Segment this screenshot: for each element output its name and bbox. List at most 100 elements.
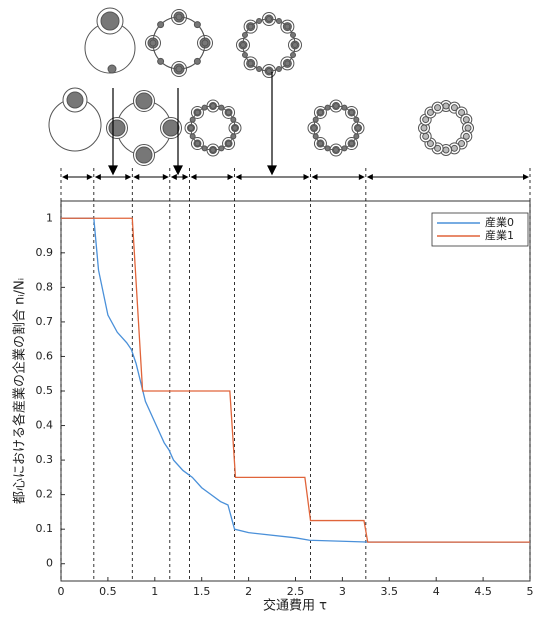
site	[458, 108, 466, 116]
site	[324, 104, 331, 111]
site	[66, 91, 84, 109]
y-tick-label: 0.3	[36, 453, 54, 466]
site	[420, 124, 428, 132]
site	[341, 104, 348, 111]
site	[210, 147, 216, 153]
y-tick-label: 0.5	[36, 384, 54, 397]
y-tick-label: 0.4	[36, 419, 54, 432]
site	[193, 21, 201, 29]
site	[426, 140, 434, 148]
legend-label: 産業1	[485, 229, 514, 242]
site	[241, 32, 248, 39]
pointer-arrows	[108, 72, 277, 176]
site	[434, 104, 442, 112]
site	[450, 144, 458, 152]
arrow-head	[235, 174, 242, 180]
site	[275, 17, 282, 24]
x-tick-label: 1.5	[193, 585, 211, 598]
cluster-diagrams	[48, 7, 474, 166]
arrow-head	[86, 174, 93, 180]
legend-box	[431, 212, 529, 247]
site	[462, 116, 470, 124]
site	[266, 68, 272, 74]
site	[100, 11, 120, 31]
site	[201, 39, 209, 47]
site	[422, 132, 430, 140]
y-tick-label: 0.1	[36, 522, 54, 535]
site	[290, 32, 297, 39]
site	[232, 125, 238, 131]
site	[442, 146, 450, 154]
site	[434, 144, 442, 152]
arrow-head	[366, 174, 373, 180]
site	[284, 60, 291, 67]
arrow-head	[62, 174, 68, 180]
site	[225, 109, 232, 116]
arrow-head	[227, 174, 234, 180]
site	[292, 42, 298, 48]
plot-frame	[60, 200, 531, 582]
x-axis-label: 交通費用 τ	[263, 598, 327, 614]
site	[317, 140, 324, 147]
series-line	[61, 217, 530, 543]
site	[135, 92, 153, 110]
site	[218, 145, 225, 152]
site	[353, 116, 360, 123]
site	[188, 125, 194, 131]
site	[230, 133, 237, 140]
y-axis-label: 都心における各産業の企業の割合 nᵢ/Nᵢ	[12, 278, 28, 504]
x-tick-label: 0.5	[99, 585, 117, 598]
site	[230, 116, 237, 123]
site	[189, 116, 196, 123]
legend-label: 産業0	[485, 216, 514, 229]
arrow-head	[358, 174, 365, 180]
site	[225, 140, 232, 147]
y-tick-label: 0.9	[36, 246, 54, 259]
arrow-head	[182, 174, 189, 180]
site	[201, 145, 208, 152]
site	[194, 109, 201, 116]
arrow-head	[125, 174, 132, 180]
site	[240, 42, 246, 48]
x-tick-label: 2	[245, 585, 252, 598]
site	[108, 119, 126, 137]
x-tick-label: 2.5	[287, 585, 305, 598]
site	[442, 102, 450, 110]
site	[107, 64, 117, 74]
site	[149, 39, 157, 47]
site	[426, 108, 434, 116]
y-tick-label: 1	[46, 211, 53, 224]
arrow-head	[94, 174, 101, 180]
x-tick-label: 3.5	[381, 585, 399, 598]
site	[175, 13, 183, 21]
site	[189, 133, 196, 140]
site	[324, 145, 331, 152]
site	[317, 109, 324, 116]
site	[266, 16, 272, 22]
site	[157, 21, 165, 29]
site	[193, 57, 201, 65]
site	[256, 17, 263, 24]
x-tick-label: 0	[58, 585, 65, 598]
site	[333, 147, 339, 153]
site	[241, 51, 248, 58]
arrow-head	[162, 174, 169, 180]
arrow-head	[133, 174, 140, 180]
site	[355, 125, 361, 131]
site	[256, 66, 263, 73]
site	[333, 103, 339, 109]
site	[458, 140, 466, 148]
site	[422, 116, 430, 124]
arrow-head	[170, 174, 177, 180]
series-line	[61, 217, 531, 543]
site	[312, 116, 319, 123]
site	[462, 132, 470, 140]
arrow-head	[190, 174, 197, 180]
site	[464, 124, 472, 132]
site	[157, 57, 165, 65]
site	[218, 104, 225, 111]
arrow-head	[311, 174, 318, 180]
x-tick-label: 5	[527, 585, 534, 598]
site	[247, 23, 254, 30]
